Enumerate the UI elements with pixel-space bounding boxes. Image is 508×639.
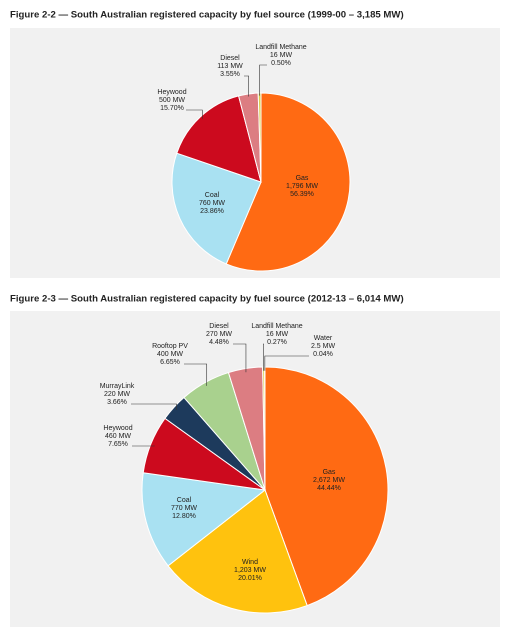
leader-line [259, 64, 267, 96]
slice-percent: 7.65% [108, 441, 128, 448]
slice-value: 2,672 MW [313, 477, 345, 484]
chart-title: Figure 2-3 — South Australian registered… [10, 294, 404, 305]
slice-value: 113 MW [217, 63, 243, 70]
slice-value: 770 MW [171, 505, 197, 512]
slice-value: 2.5 MW [311, 343, 336, 350]
slice-name: Landfill Methane [251, 323, 302, 330]
leader-line [263, 343, 264, 371]
leader-line [264, 355, 309, 371]
slice-name: Rooftop PV [152, 343, 188, 350]
slice-name: Coal [177, 497, 192, 504]
pie-slice [141, 472, 267, 567]
slice-value: 460 MW [105, 433, 131, 440]
slice-name: Wind [242, 559, 258, 566]
pie-slice [167, 489, 308, 614]
slice-value: 400 MW [157, 351, 183, 358]
slice-percent: 44.44% [317, 485, 341, 492]
slice-value: 500 MW [159, 97, 185, 104]
pie-slice [225, 92, 351, 272]
slice-percent: 20.01% [238, 575, 262, 582]
leader-line [131, 403, 177, 410]
slice-percent: 0.50% [271, 60, 291, 67]
slice-name: Water [314, 335, 333, 342]
slice-percent: 0.04% [313, 351, 333, 358]
pie-slice [171, 152, 262, 265]
slice-value: 220 MW [104, 391, 130, 398]
slice-percent: 15.70% [160, 105, 184, 112]
slice-name: Gas [323, 469, 336, 476]
slice-name: MurrayLink [100, 383, 135, 390]
slice-value: 1,203 MW [234, 567, 266, 574]
slice-name: Gas [296, 175, 309, 182]
slice-name: Diesel [209, 323, 229, 330]
pie-slice [176, 95, 262, 183]
slice-percent: 3.55% [220, 71, 240, 78]
slice-value: 16 MW [270, 52, 293, 59]
leader-line [184, 363, 208, 386]
slice-value: 16 MW [266, 331, 289, 338]
slice-name: Landfill Methane [255, 44, 306, 51]
leader-line [244, 75, 249, 97]
slice-percent: 56.39% [290, 191, 314, 198]
slice-percent: 12.80% [172, 513, 196, 520]
chart-title: Figure 2-2 — South Australian registered… [10, 10, 404, 21]
slice-name: Diesel [220, 55, 240, 62]
slice-value: 760 MW [199, 200, 225, 207]
slice-percent: 6.65% [160, 359, 180, 366]
slice-name: Heywood [157, 89, 186, 96]
pie-slice [264, 366, 389, 607]
slice-value: 270 MW [206, 331, 232, 338]
slice-percent: 4.48% [209, 339, 229, 346]
slice-percent: 3.66% [107, 399, 127, 406]
slice-percent: 23.86% [200, 208, 224, 215]
slice-name: Heywood [103, 425, 132, 432]
slice-percent: 0.27% [267, 339, 287, 346]
slice-name: Coal [205, 192, 220, 199]
leader-line [186, 109, 203, 119]
slice-value: 1,796 MW [286, 183, 318, 190]
leader-line [233, 343, 247, 373]
